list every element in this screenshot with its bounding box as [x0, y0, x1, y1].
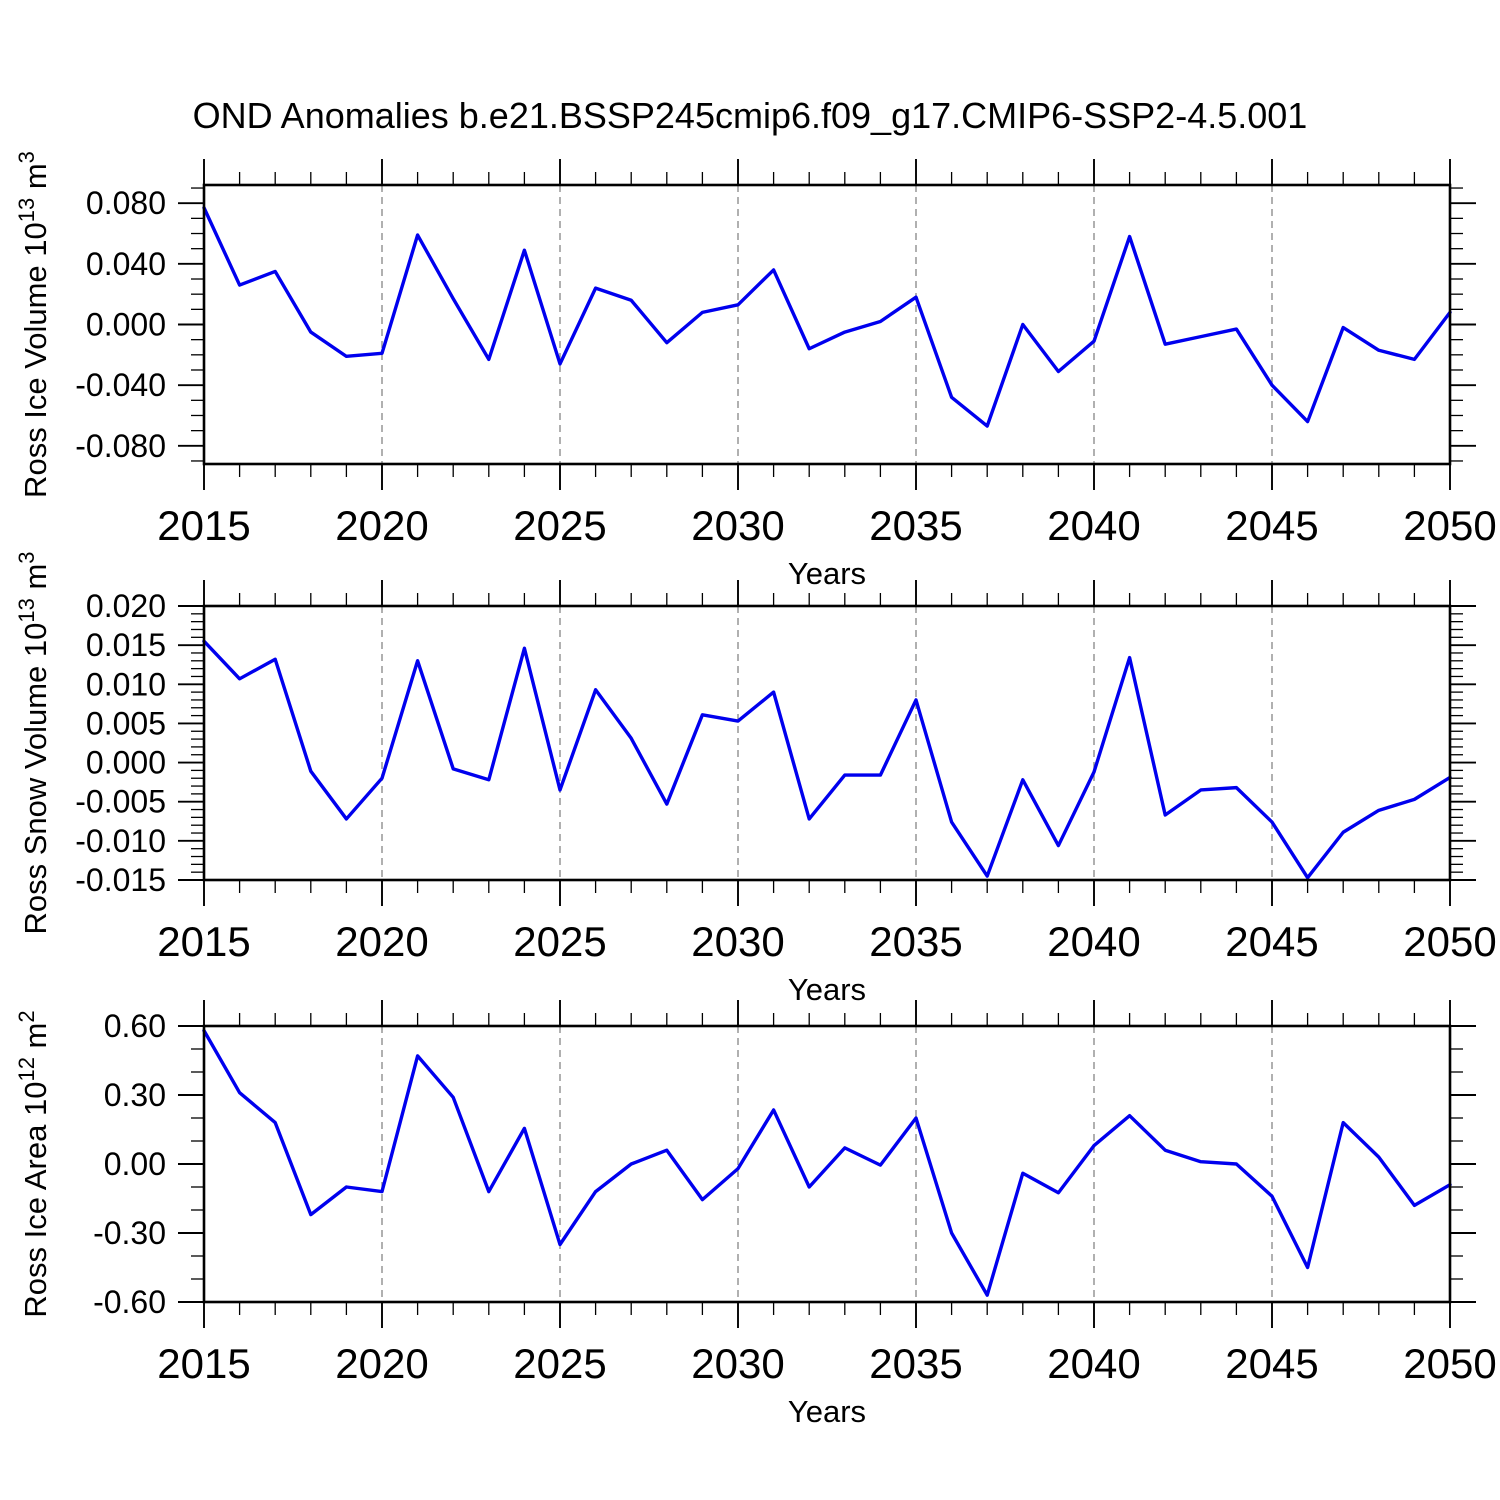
- y-tick-label: 0.010: [86, 666, 166, 702]
- x-tick-label: 2020: [335, 1340, 428, 1387]
- panel-ross-ice-volume: 0.080 0.040 0.000 -0.040 -0.080 2015 2020 2025 2…: [14, 151, 1497, 591]
- x-tick-label: 2045: [1225, 918, 1318, 965]
- y-axis-title: Ross Ice Area 1012 m2: [14, 1010, 53, 1317]
- x-ticks: [203, 1000, 1451, 1328]
- x-tick-label: 2015: [157, 1340, 250, 1387]
- y-tick-label: -0.010: [75, 823, 166, 859]
- x-axis-title: Years: [788, 1394, 866, 1429]
- y-tick-label: -0.040: [75, 367, 166, 403]
- y-tick-label: -0.015: [75, 862, 166, 898]
- x-tick-label: 2030: [691, 918, 784, 965]
- y-tick-label: -0.080: [75, 428, 166, 464]
- x-axis-title: Years: [788, 972, 866, 1007]
- y-ticks: [178, 1025, 1476, 1303]
- y-tick-label: -0.60: [93, 1284, 166, 1320]
- y-tick-label: 0.60: [104, 1008, 166, 1044]
- x-tick-label: 2040: [1047, 502, 1140, 549]
- x-tick-label: 2040: [1047, 918, 1140, 965]
- x-tick-label: 2025: [513, 502, 606, 549]
- y-tick-label: 0.080: [86, 185, 166, 221]
- y-axis-title: Ross Ice Volume 1013 m3: [14, 151, 53, 498]
- y-tick-label: 0.000: [86, 745, 166, 781]
- x-tick-label: 2035: [869, 1340, 962, 1387]
- x-tick-label: 2045: [1225, 502, 1318, 549]
- y-tick-label: 0.00: [104, 1146, 166, 1182]
- y-tick-label: -0.005: [75, 784, 166, 820]
- y-tick-label: 0.30: [104, 1077, 166, 1113]
- x-tick-label: 2020: [335, 918, 428, 965]
- y-tick-label: 0.015: [86, 627, 166, 663]
- series-line-ross-snow-volume: [202, 639, 1452, 880]
- x-tick-label: 2035: [869, 918, 962, 965]
- chart-title: OND Anomalies b.e21.BSSP245cmip6.f09_g17…: [192, 95, 1308, 136]
- x-tick-label: 2050: [1403, 502, 1496, 549]
- x-axis-title: Years: [788, 556, 866, 591]
- x-tick-label: 2050: [1403, 1340, 1496, 1387]
- x-tick-label: 2025: [513, 918, 606, 965]
- x-ticks: [203, 159, 1451, 490]
- x-tick-label: 2030: [691, 502, 784, 549]
- x-tick-label: 2020: [335, 502, 428, 549]
- plot-frame: [202, 604, 1452, 882]
- y-ticks: [178, 187, 1476, 462]
- series-line-ross-ice-volume: [202, 206, 1452, 428]
- x-tick-label: 2045: [1225, 1340, 1318, 1387]
- y-tick-label: -0.30: [93, 1215, 166, 1251]
- y-tick-label: 0.040: [86, 246, 166, 282]
- x-tick-label: 2025: [513, 1340, 606, 1387]
- y-tick-label: 0.005: [86, 705, 166, 741]
- panel-ross-ice-area: 0.60 0.30 0.00 -0.30 -0.60 2015 2020 2025 2030 20…: [14, 1000, 1497, 1429]
- x-tick-label: 2040: [1047, 1340, 1140, 1387]
- x-tick-label: 2015: [157, 918, 250, 965]
- x-tick-label: 2015: [157, 502, 250, 549]
- y-ticks: [178, 605, 1476, 881]
- y-axis-title: Ross Snow Volume 1013 m3: [14, 551, 53, 934]
- x-tick-label: 2035: [869, 502, 962, 549]
- x-ticks: [203, 580, 1451, 906]
- x-tick-label: 2030: [691, 1340, 784, 1387]
- x-tick-label: 2050: [1403, 918, 1496, 965]
- y-tick-label: 0.000: [86, 307, 166, 343]
- series-line-ross-ice-area: [202, 1028, 1452, 1297]
- y-tick-label: 0.020: [86, 588, 166, 624]
